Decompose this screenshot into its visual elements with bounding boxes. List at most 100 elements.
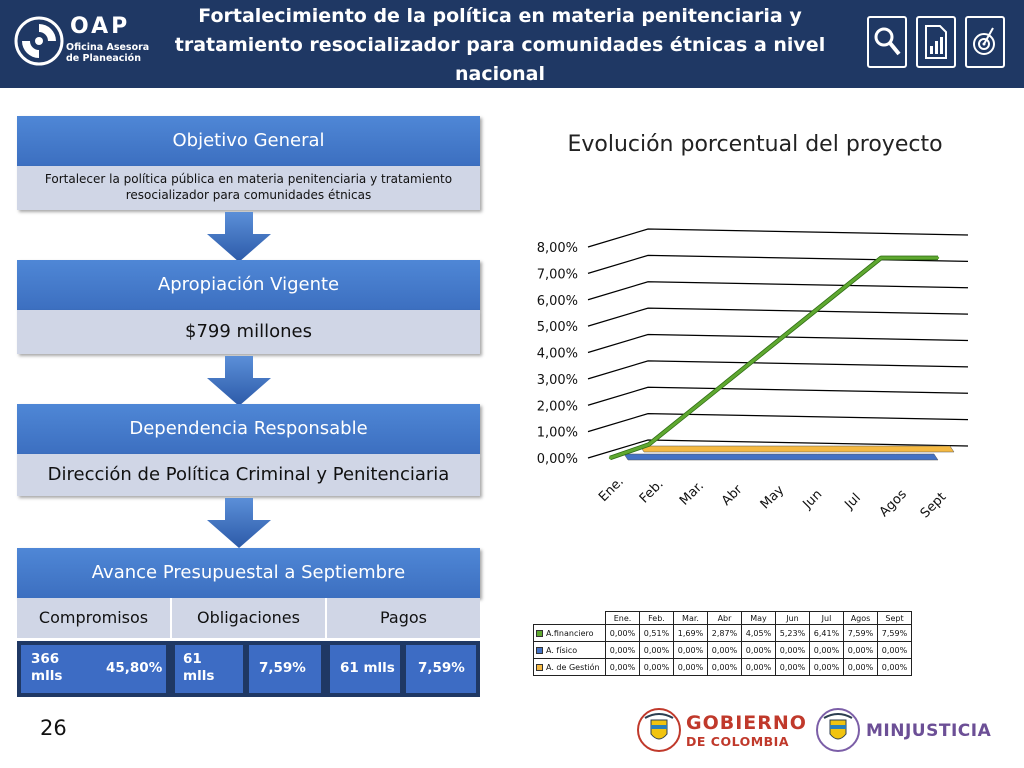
data-point xyxy=(647,443,650,446)
apropiacion-title: Apropiación Vigente xyxy=(17,260,480,310)
y-tick-label: 5,00% xyxy=(537,320,578,335)
table-cell: 2,87% xyxy=(707,624,742,642)
table-cell: 0,00% xyxy=(809,658,844,676)
y-tick-label: 1,00% xyxy=(537,426,578,441)
flow-arrow-icon xyxy=(207,212,271,262)
obligaciones-amount: 61 mlls xyxy=(175,645,243,693)
grid-line xyxy=(587,281,969,301)
compromisos-amount: 366 mlls xyxy=(21,645,105,693)
series-legend-label: A.financiero xyxy=(533,624,606,642)
objetivo-general-block: Objetivo General Fortalecer la política … xyxy=(17,116,480,210)
table-cell: 0,00% xyxy=(877,658,912,676)
y-tick-label: 2,00% xyxy=(537,399,578,414)
compromisos-header: Compromisos xyxy=(17,598,172,638)
avance-title: Avance Presupuestal a Septiembre xyxy=(17,548,480,598)
gobierno-line2: DE COLOMBIA xyxy=(686,734,790,749)
minjusticia-coat-of-arms-icon xyxy=(816,708,860,752)
magnifier-icon[interactable] xyxy=(867,16,907,68)
flow-arrow-icon xyxy=(207,498,271,548)
avance-columns: Compromisos Obligaciones Pagos xyxy=(17,598,480,638)
x-tick-label: Agos xyxy=(877,487,910,520)
table-cell: 0,00% xyxy=(843,641,878,659)
chart-data-table: Ene. Feb. Mar. Abr May Jun Jul Agos Sept… xyxy=(533,611,912,676)
data-point xyxy=(686,412,689,415)
y-tick-label: 3,00% xyxy=(537,373,578,388)
grid-line xyxy=(587,413,969,433)
page-title: Fortalecimiento de la política en materi… xyxy=(174,5,826,85)
table-cell: 0,00% xyxy=(605,641,640,659)
legend-swatch xyxy=(536,646,543,654)
data-point xyxy=(802,318,805,322)
target-icon[interactable] xyxy=(965,16,1005,68)
y-tick-label: 7,00% xyxy=(537,267,578,282)
pagos-amount: 61 mlls xyxy=(330,645,400,693)
y-tick-label: 0,00% xyxy=(537,452,578,467)
table-cell: 7,59% xyxy=(877,624,912,642)
series-legend-label: A. físico xyxy=(533,641,606,659)
dependencia-title: Dependencia Responsable xyxy=(17,404,480,454)
gobierno-line1: GOBIERNO xyxy=(686,712,807,734)
grid-line xyxy=(587,228,969,248)
table-row: A. de Gestión 0,00% 0,00% 0,00% 0,00% 0,00% 0,… xyxy=(533,658,912,676)
obligaciones-header: Obligaciones xyxy=(172,598,327,638)
compromisos-pct: 45,80% xyxy=(94,645,166,693)
y-tick-label: 4,00% xyxy=(537,347,578,362)
oap-subtitle-line2: de Planeación xyxy=(66,53,141,64)
apropiacion-value: $799 millones xyxy=(17,310,480,354)
table-cell: 0,00% xyxy=(741,658,776,676)
table-cell: 7,59% xyxy=(843,624,878,642)
table-cell: 0,00% xyxy=(707,658,742,676)
table-cell: 0,00% xyxy=(775,641,810,659)
grid-line xyxy=(587,360,969,380)
table-cell: 0,00% xyxy=(673,658,708,676)
table-corner xyxy=(534,612,606,625)
series-line-financiero xyxy=(609,256,938,460)
chart-title: Evolución porcentual del proyecto xyxy=(567,132,943,157)
table-cell: 0,00% xyxy=(673,641,708,659)
table-cell: 0,00% xyxy=(843,658,878,676)
legend-swatch xyxy=(536,663,543,671)
header-bar: OAP Oficina Asesora de Planeación Fortal… xyxy=(0,0,1024,88)
grid-line xyxy=(587,439,969,459)
grid-line xyxy=(587,386,969,406)
dependencia-value: Dirección de Política Criminal y Peniten… xyxy=(17,454,480,496)
table-row: A. físico 0,00% 0,00% 0,00% 0,00% 0,00% 0,00% 0… xyxy=(533,641,912,659)
x-tick-label: Jun xyxy=(800,487,826,513)
avance-values: 366 mlls 45,80% 61 mlls 7,59% 61 mlls 7,… xyxy=(17,641,480,697)
objetivo-general-title: Objetivo General xyxy=(17,116,480,166)
table-cell: 0,51% xyxy=(639,624,674,642)
table-cell: 0,00% xyxy=(877,641,912,659)
data-point xyxy=(608,456,612,460)
table-header-cell: Feb. xyxy=(639,611,674,625)
series-ribbon-gestion xyxy=(639,445,955,453)
table-header-cell: Mar. xyxy=(673,611,708,625)
page-number: 26 xyxy=(40,716,67,740)
oap-logo: OAP Oficina Asesora de Planeación xyxy=(14,12,164,72)
y-tick-label: 8,00% xyxy=(537,241,578,256)
oap-subtitle-line1: Oficina Asesora xyxy=(66,42,150,53)
data-point xyxy=(725,381,728,384)
oap-title: OAP xyxy=(70,14,131,39)
x-tick-label: Jul xyxy=(841,491,863,513)
series-legend-label: A. de Gestión xyxy=(533,658,606,676)
x-tick-label: Feb. xyxy=(637,477,667,507)
table-header-cell: Jul xyxy=(809,611,844,625)
series-ribbon-fisico xyxy=(623,453,939,461)
report-document-icon[interactable] xyxy=(916,16,956,68)
table-header-cell: Sept xyxy=(877,611,912,625)
avance-block: Avance Presupuestal a Septiembre Comprom… xyxy=(17,548,480,638)
data-point xyxy=(841,287,844,291)
oap-subtitle: Oficina Asesora de Planeación xyxy=(66,42,149,64)
apropiacion-block: Apropiación Vigente $799 millones xyxy=(17,260,480,354)
table-row: A.financiero 0,00% 0,51% 1,69% 2,87% 4,05% 5,2… xyxy=(533,624,912,642)
oap-swirl-icon xyxy=(14,16,64,66)
table-cell: 0,00% xyxy=(639,658,674,676)
series-line-financiero-shadow xyxy=(609,255,938,461)
table-cell: 1,69% xyxy=(673,624,708,642)
table-cell: 0,00% xyxy=(809,641,844,659)
table-cell: 6,41% xyxy=(809,624,844,642)
table-cell: 0,00% xyxy=(707,641,742,659)
table-header-cell: Ene. xyxy=(605,611,640,625)
pagos-header: Pagos xyxy=(379,608,427,627)
table-header-cell: May xyxy=(741,611,776,625)
